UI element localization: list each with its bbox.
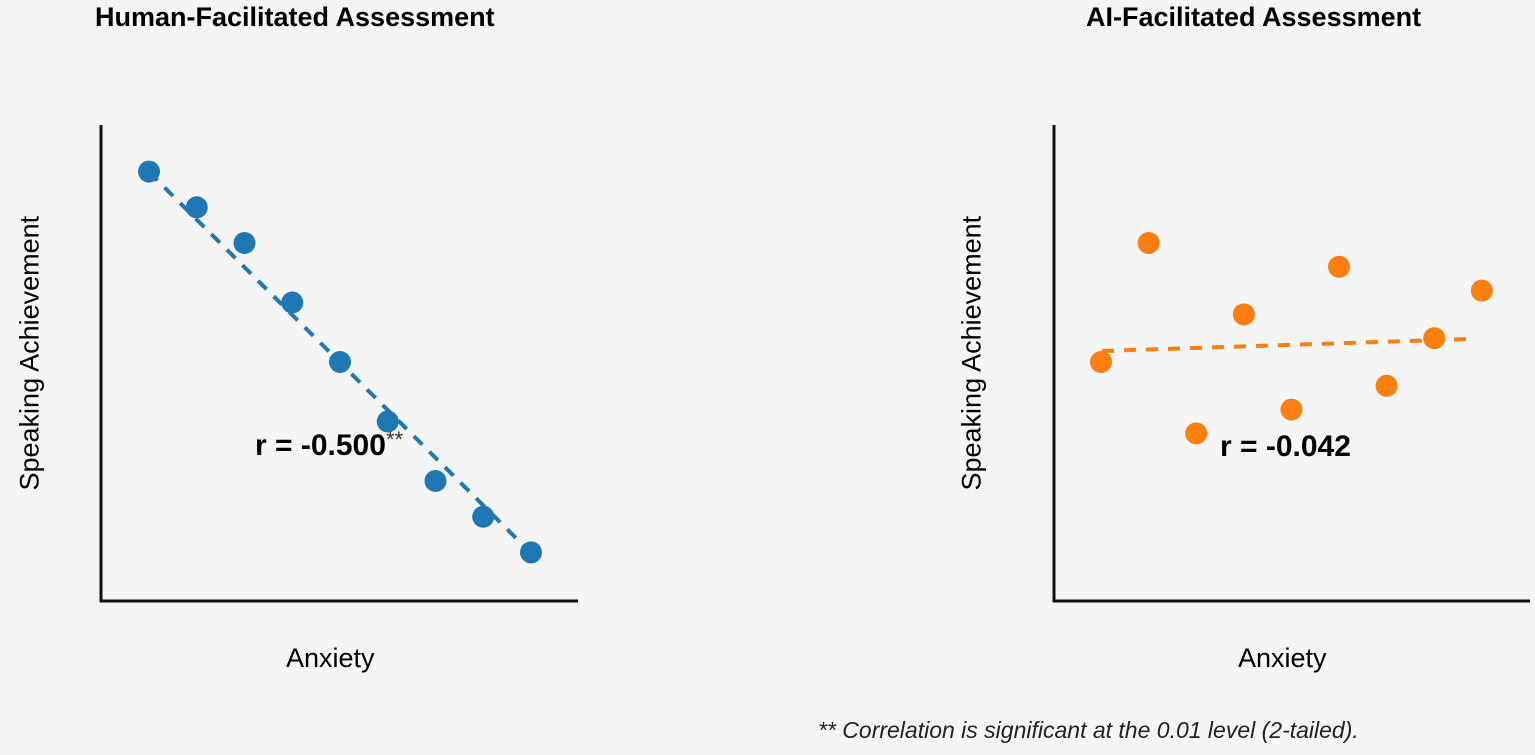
data-point [281,291,304,314]
data-point [376,410,399,433]
data-point [1280,398,1303,421]
left-axes [99,125,578,603]
right-axes [1052,125,1530,603]
data-point [233,232,256,254]
left-chart-title: Human-Facilitated Assessment [95,2,495,32]
data-point [1185,422,1208,445]
significance-marker: ** [386,427,404,452]
data-point [1232,303,1255,326]
data-point [472,505,495,528]
data-point [185,196,208,219]
right-chart-title: AI-Facilitated Assessment [1086,2,1422,32]
left-scatter-points [138,160,542,564]
right-scatter-points [1090,232,1493,445]
data-point [1090,351,1112,373]
data-point [138,160,160,183]
data-point [424,470,447,492]
data-point [329,351,351,373]
data-point [1375,374,1398,397]
right-trendline [1101,337,1471,353]
left-correlation-label: r = -0.500** [255,427,403,462]
significance-footnote: ** Correlation is significant at the 0.0… [818,717,1359,743]
right-x-axis-label: Anxiety [1238,643,1327,673]
data-point [1328,255,1350,278]
data-point [520,541,542,564]
right-correlation-label: r = -0.042 [1220,430,1351,463]
data-point [1137,232,1160,254]
data-point [1423,327,1446,350]
data-point [1470,279,1493,302]
left-x-axis-label: Anxiety [286,643,375,673]
